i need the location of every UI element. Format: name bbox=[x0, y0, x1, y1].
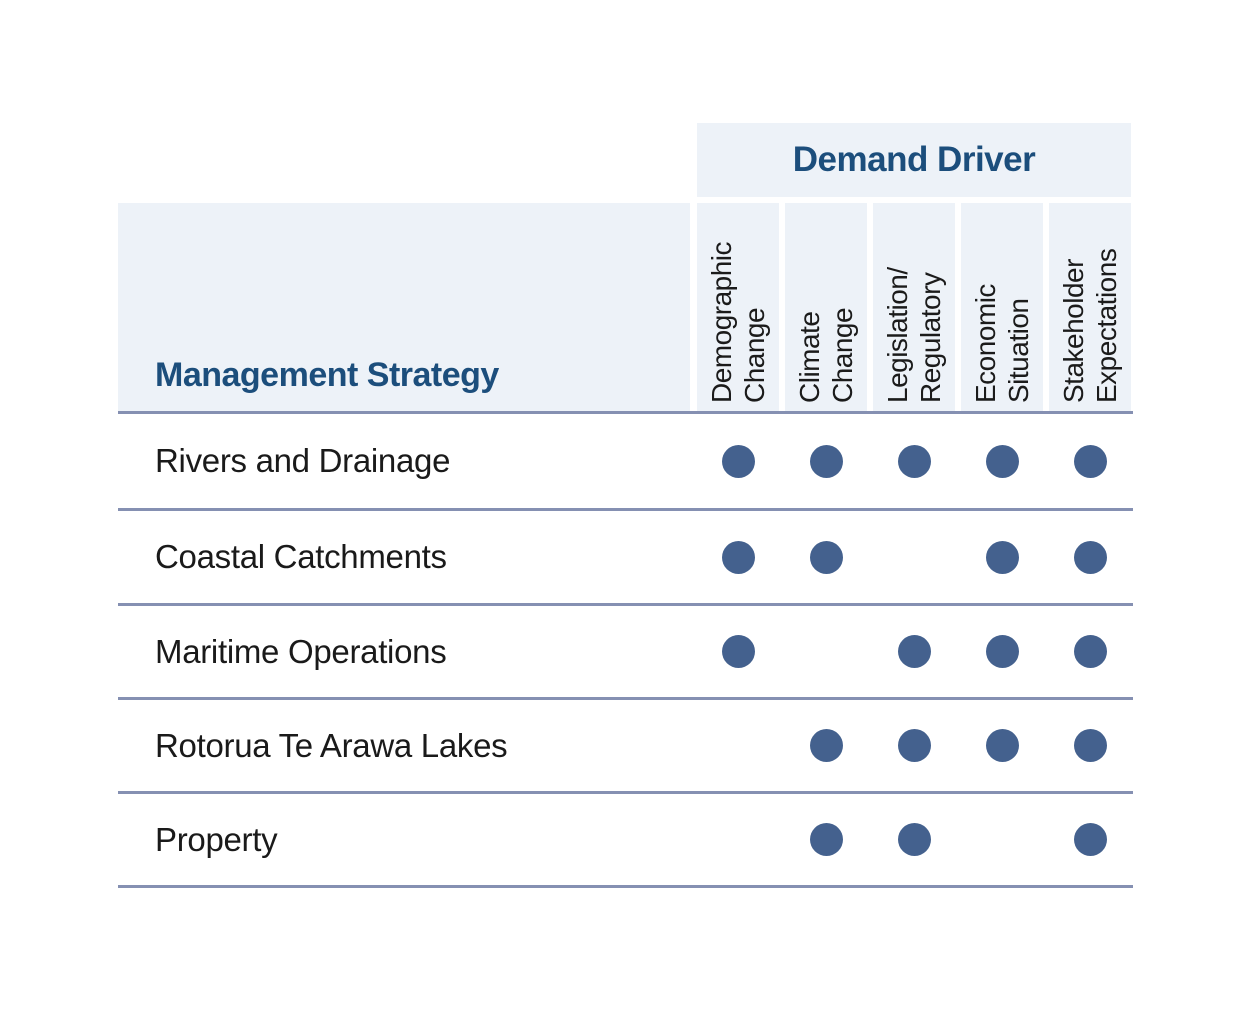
dot-marker bbox=[985, 540, 1019, 574]
column-header-climate-change: Climate Change bbox=[785, 203, 867, 413]
dot-cell-rivers-and-drainage-climate-change bbox=[785, 414, 867, 508]
column-header-label: Climate Change bbox=[794, 307, 858, 403]
dot-cell-coastal-catchments-stakeholder-expectations bbox=[1049, 511, 1131, 603]
dot-cell-maritime-operations-demographic-change bbox=[697, 606, 779, 697]
row-divider bbox=[118, 603, 1133, 606]
dot-cell-rivers-and-drainage-legislation-regulatory bbox=[873, 414, 955, 508]
dot-marker bbox=[985, 729, 1019, 762]
dot-marker bbox=[897, 823, 931, 856]
dot-cell-rotorua-te-arawa-lakes-climate-change bbox=[785, 700, 867, 791]
dot-marker bbox=[985, 635, 1019, 668]
dot-cell-maritime-operations-economic-situation bbox=[961, 606, 1043, 697]
row-label: Property bbox=[155, 820, 278, 858]
row-coastal-catchments: Coastal Catchments bbox=[118, 511, 1133, 603]
row-rotorua-te-arawa-lakes: Rotorua Te Arawa Lakes bbox=[118, 700, 1133, 791]
dot-cell-rivers-and-drainage-stakeholder-expectations bbox=[1049, 414, 1131, 508]
dot-cell-coastal-catchments-legislation-regulatory bbox=[873, 511, 955, 603]
dot-cell-property-legislation-regulatory bbox=[873, 794, 955, 885]
dot-marker bbox=[809, 823, 843, 856]
dot-cell-maritime-operations-legislation-regulatory bbox=[873, 606, 955, 697]
row-label: Rotorua Te Arawa Lakes bbox=[155, 726, 508, 764]
dot-cells bbox=[697, 511, 1131, 603]
dot-marker bbox=[1073, 444, 1107, 478]
dot-cells bbox=[697, 606, 1131, 697]
dot-cell-property-economic-situation bbox=[961, 794, 1043, 885]
row-divider bbox=[118, 508, 1133, 511]
column-headers: Demographic Change Climate Change Legislat… bbox=[697, 203, 1131, 413]
row-label: Maritime Operations bbox=[155, 632, 447, 670]
column-header-demographic-change: Demographic Change bbox=[697, 203, 779, 413]
dot-marker bbox=[721, 635, 755, 668]
dot-marker bbox=[897, 729, 931, 762]
dot-marker bbox=[809, 444, 843, 478]
dot-cell-rotorua-te-arawa-lakes-legislation-regulatory bbox=[873, 700, 955, 791]
dot-marker bbox=[1073, 729, 1107, 762]
dot-cell-property-stakeholder-expectations bbox=[1049, 794, 1131, 885]
row-property: Property bbox=[118, 794, 1133, 885]
row-maritime-operations: Maritime Operations bbox=[118, 606, 1133, 697]
row-label: Rivers and Drainage bbox=[155, 442, 451, 479]
demand-driver-header-band: Demand Driver bbox=[697, 123, 1131, 197]
dot-cell-coastal-catchments-demographic-change bbox=[697, 511, 779, 603]
dot-marker bbox=[1073, 540, 1107, 574]
dot-marker bbox=[721, 540, 755, 574]
dot-cell-rivers-and-drainage-demographic-change bbox=[697, 414, 779, 508]
dot-marker bbox=[985, 444, 1019, 478]
row-divider bbox=[118, 885, 1133, 888]
dot-cells bbox=[697, 700, 1131, 791]
management-strategy-header-cell: Management Strategy bbox=[118, 203, 690, 413]
column-header-label: Legislation/ Regulatory bbox=[882, 267, 946, 403]
dot-marker bbox=[1073, 635, 1107, 668]
dot-cell-property-demographic-change bbox=[697, 794, 779, 885]
row-divider bbox=[118, 697, 1133, 700]
dot-marker bbox=[809, 729, 843, 762]
management-strategy-title: Management Strategy bbox=[155, 356, 499, 394]
dot-cell-coastal-catchments-climate-change bbox=[785, 511, 867, 603]
dot-cell-rotorua-te-arawa-lakes-stakeholder-expectations bbox=[1049, 700, 1131, 791]
row-divider bbox=[118, 791, 1133, 794]
row-divider bbox=[118, 411, 1133, 414]
dot-cell-rivers-and-drainage-economic-situation bbox=[961, 414, 1043, 508]
column-header-economic-situation: Economic Situation bbox=[961, 203, 1043, 413]
column-header-stakeholder-expectations: Stakeholder Expectations bbox=[1049, 203, 1131, 413]
column-header-label: Stakeholder Expectations bbox=[1058, 248, 1122, 403]
column-header-label: Economic Situation bbox=[970, 284, 1034, 403]
dot-cells bbox=[697, 414, 1131, 508]
dot-cell-property-climate-change bbox=[785, 794, 867, 885]
dot-marker bbox=[721, 444, 755, 478]
dot-marker bbox=[897, 444, 931, 478]
dot-cell-rotorua-te-arawa-lakes-economic-situation bbox=[961, 700, 1043, 791]
dot-cell-rotorua-te-arawa-lakes-demographic-change bbox=[697, 700, 779, 791]
dot-marker bbox=[1073, 823, 1107, 856]
column-header-label: Demographic Change bbox=[706, 241, 770, 403]
dot-marker bbox=[809, 540, 843, 574]
dot-cells bbox=[697, 794, 1131, 885]
dot-cell-maritime-operations-climate-change bbox=[785, 606, 867, 697]
dot-cell-maritime-operations-stakeholder-expectations bbox=[1049, 606, 1131, 697]
dot-cell-coastal-catchments-economic-situation bbox=[961, 511, 1043, 603]
row-rivers-and-drainage: Rivers and Drainage bbox=[118, 414, 1133, 508]
row-label: Coastal Catchments bbox=[155, 538, 447, 575]
column-header-legislation-regulatory: Legislation/ Regulatory bbox=[873, 203, 955, 413]
dot-marker bbox=[897, 635, 931, 668]
demand-driver-title: Demand Driver bbox=[792, 140, 1036, 179]
